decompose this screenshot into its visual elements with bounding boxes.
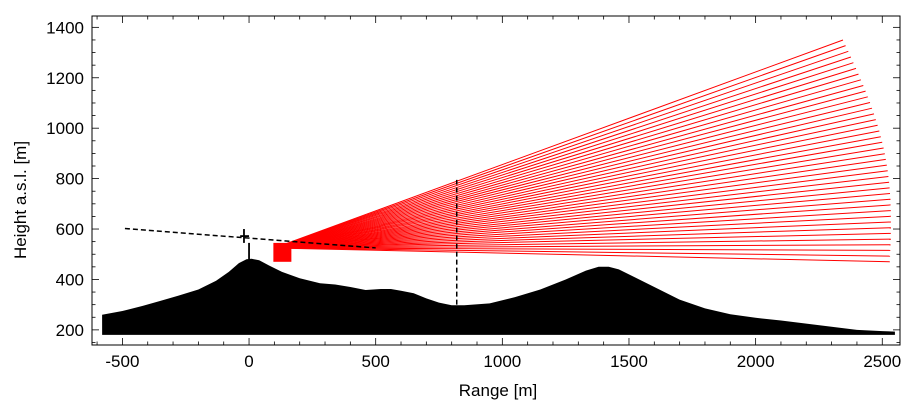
- beam-line: [274, 56, 852, 249]
- plot-data-layer: [102, 39, 895, 335]
- x-tick-label: 2500: [863, 352, 901, 371]
- y-axis-label: Height a.s.l. [m]: [11, 141, 30, 259]
- beam-line: [274, 90, 866, 249]
- beam-line: [274, 73, 859, 249]
- x-axis-label: Range [m]: [459, 381, 537, 400]
- beam-line: [274, 39, 844, 249]
- beam-line: [274, 193, 891, 249]
- beam-line: [274, 67, 857, 249]
- y-tick-label: 1200: [46, 69, 84, 88]
- beam-line: [274, 79, 862, 249]
- x-tick-label: 1000: [483, 352, 521, 371]
- beam-line: [274, 181, 890, 249]
- beam-line: [274, 136, 881, 249]
- y-tick-label: 200: [56, 321, 84, 340]
- beam-line: [274, 232, 891, 249]
- y-tick-label: 1000: [46, 119, 84, 138]
- y-tick-label: 600: [56, 220, 84, 239]
- beam-line: [274, 102, 871, 249]
- horizon-dashed-line: [124, 227, 376, 249]
- beam-line: [274, 130, 880, 249]
- beam-line: [274, 96, 868, 249]
- beam-line: [274, 153, 885, 249]
- beam-line: [274, 227, 891, 249]
- y-tick-label: 800: [56, 170, 84, 189]
- beam-line: [274, 124, 878, 249]
- x-tick-label: 500: [361, 352, 389, 371]
- beam-line: [274, 176, 889, 249]
- beam-line: [274, 158, 886, 249]
- plot-frame: [91, 15, 901, 346]
- terrain-profile-area: [102, 258, 895, 335]
- beam-line: [274, 238, 891, 249]
- beam-line: [274, 215, 891, 249]
- beam-line: [274, 221, 891, 249]
- beam-line: [274, 244, 891, 249]
- beam-line: [274, 62, 854, 249]
- beam-line: [274, 45, 846, 249]
- beam-line: [274, 85, 864, 249]
- beam-line: [274, 113, 875, 249]
- y-tick-label: 400: [56, 270, 84, 289]
- beam-line: [274, 147, 884, 249]
- plot-border: [91, 15, 901, 346]
- beam-line: [274, 198, 891, 249]
- beam-line: [274, 141, 883, 249]
- beam-line: [274, 247, 890, 263]
- beam-line: [274, 210, 891, 249]
- beam-line: [274, 119, 876, 249]
- x-tick-label: 1500: [610, 352, 648, 371]
- y-axis-ticks: 200 400 600 800 1000 1200 1400: [46, 18, 900, 343]
- beam-line: [274, 247, 891, 257]
- x-axis-ticks: -500 0 500 1000 1500 2000 2500: [96, 16, 901, 371]
- beam-line: [274, 187, 890, 249]
- beam-line: [274, 164, 887, 249]
- x-tick-label: -500: [105, 352, 139, 371]
- x-tick-label: 2000: [737, 352, 775, 371]
- beam-line: [274, 107, 873, 249]
- y-tick-label: 1400: [46, 18, 84, 37]
- beam-line: [274, 50, 849, 249]
- beam-line: [274, 247, 891, 251]
- x-tick-label: 0: [244, 352, 253, 371]
- beam-line: [274, 204, 891, 249]
- beam-origin-block: [273, 242, 292, 262]
- beam-line: [274, 170, 888, 249]
